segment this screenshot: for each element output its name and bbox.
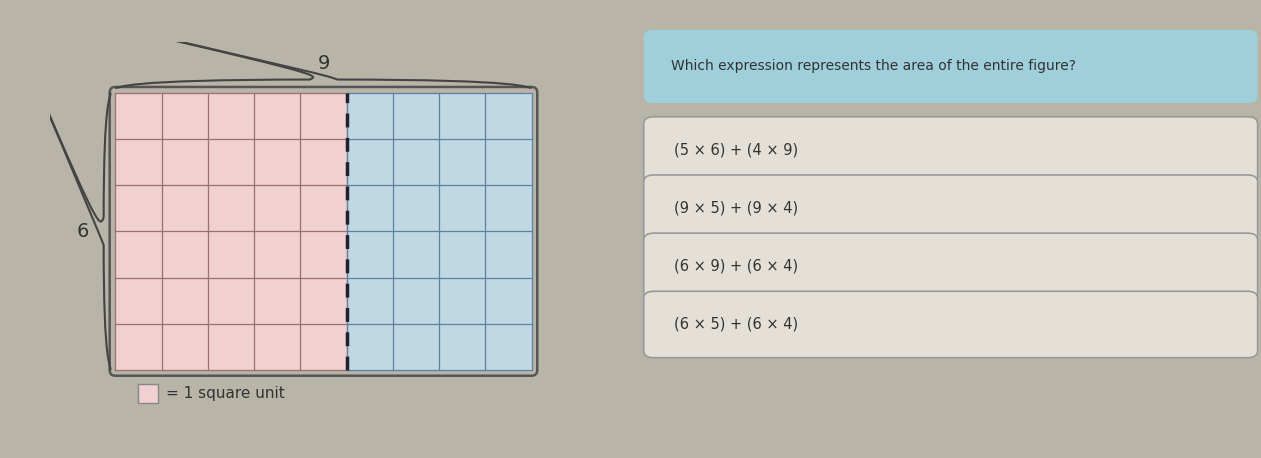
Bar: [115, 93, 347, 370]
FancyBboxPatch shape: [643, 175, 1257, 241]
FancyBboxPatch shape: [643, 233, 1257, 300]
Text: (6 × 9) + (6 × 4): (6 × 9) + (6 × 4): [675, 259, 798, 274]
FancyBboxPatch shape: [643, 117, 1257, 183]
Text: 9: 9: [318, 55, 329, 73]
Bar: [139, 384, 158, 403]
Text: 6: 6: [77, 222, 90, 241]
Text: (5 × 6) + (4 × 9): (5 × 6) + (4 × 9): [675, 142, 798, 158]
Text: Which expression represents the area of the entire figure?: Which expression represents the area of …: [671, 60, 1076, 73]
FancyBboxPatch shape: [643, 30, 1257, 103]
Text: = 1 square unit: = 1 square unit: [166, 386, 285, 401]
Bar: [347, 93, 532, 370]
FancyBboxPatch shape: [643, 291, 1257, 358]
Text: (6 × 5) + (6 × 4): (6 × 5) + (6 × 4): [675, 317, 798, 332]
Text: (9 × 5) + (9 × 4): (9 × 5) + (9 × 4): [675, 201, 798, 216]
